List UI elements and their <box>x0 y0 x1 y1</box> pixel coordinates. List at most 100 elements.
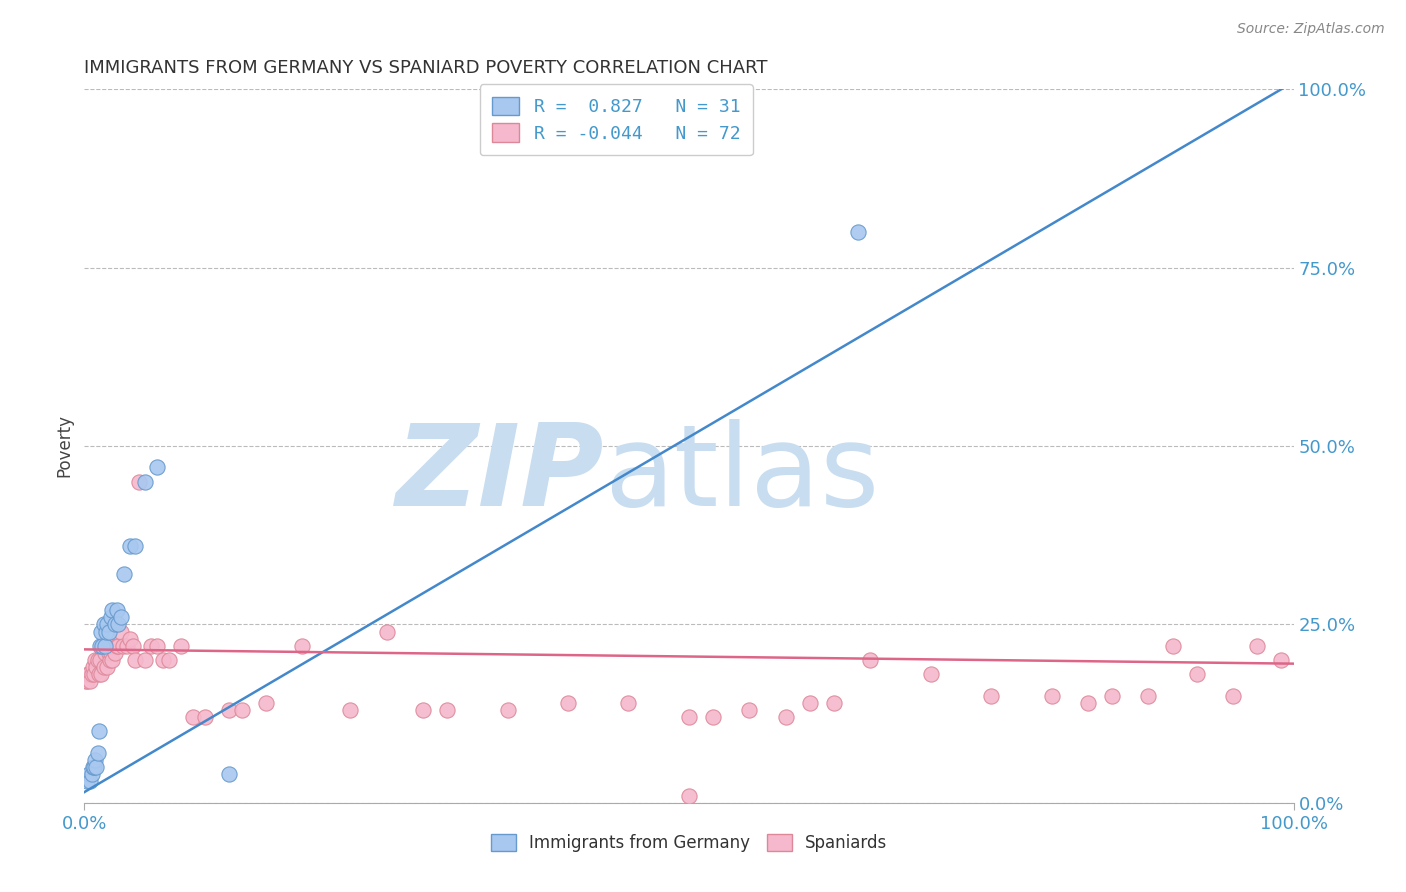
Point <box>496 703 519 717</box>
Point <box>291 639 314 653</box>
Point <box>557 696 579 710</box>
Point <box>86 660 108 674</box>
Point <box>1270 653 1292 667</box>
Point <box>105 639 128 653</box>
Point <box>920 667 942 681</box>
Point <box>79 774 101 789</box>
Point <box>124 653 146 667</box>
Point <box>77 667 100 681</box>
Point <box>107 639 129 653</box>
Point <box>93 660 115 674</box>
Point <box>231 703 253 717</box>
Point <box>112 639 135 653</box>
Point <box>775 710 797 724</box>
Point <box>128 475 150 489</box>
Point <box>104 617 127 632</box>
Point <box>97 646 120 660</box>
Point <box>152 653 174 667</box>
Point <box>94 624 117 639</box>
Point <box>93 617 115 632</box>
Point <box>254 696 277 710</box>
Point <box>170 639 193 653</box>
Point <box>77 667 100 681</box>
Point <box>980 689 1002 703</box>
Point <box>375 624 398 639</box>
Point <box>76 774 98 789</box>
Point <box>134 653 156 667</box>
Point <box>738 703 761 717</box>
Point <box>84 653 107 667</box>
Point <box>110 624 132 639</box>
Point <box>79 674 101 689</box>
Point <box>94 646 117 660</box>
Point <box>107 617 129 632</box>
Point <box>617 696 640 710</box>
Point <box>84 753 107 767</box>
Point <box>100 610 122 624</box>
Point <box>86 653 108 667</box>
Point <box>86 760 108 774</box>
Point <box>1185 667 1208 681</box>
Point <box>90 624 112 639</box>
Point <box>846 225 869 239</box>
Point <box>89 639 111 653</box>
Text: Source: ZipAtlas.com: Source: ZipAtlas.com <box>1237 22 1385 37</box>
Point <box>94 639 117 653</box>
Point <box>1077 696 1099 710</box>
Text: ZIP: ZIP <box>396 419 605 530</box>
Text: IMMIGRANTS FROM GERMANY VS SPANIARD POVERTY CORRELATION CHART: IMMIGRANTS FROM GERMANY VS SPANIARD POVE… <box>84 59 768 77</box>
Point <box>218 767 240 781</box>
Point <box>121 639 143 653</box>
Point <box>96 660 118 674</box>
Point <box>101 603 124 617</box>
Point <box>1222 689 1244 703</box>
Point <box>339 703 361 717</box>
Point <box>436 703 458 717</box>
Point <box>87 724 110 739</box>
Point <box>76 674 98 689</box>
Point <box>97 624 120 639</box>
Point <box>96 617 118 632</box>
Point <box>1040 689 1063 703</box>
Point <box>181 710 204 724</box>
Point <box>218 703 240 717</box>
Point <box>75 674 97 689</box>
Point <box>87 667 110 681</box>
Point <box>1246 639 1268 653</box>
Point <box>89 653 111 667</box>
Point <box>82 760 104 774</box>
Point <box>146 460 169 475</box>
Point <box>98 653 121 667</box>
Point <box>80 767 103 781</box>
Point <box>124 539 146 553</box>
Point <box>101 653 124 667</box>
Point <box>157 653 180 667</box>
Text: atlas: atlas <box>605 419 880 530</box>
Point <box>77 767 100 781</box>
Point <box>112 567 135 582</box>
Point <box>91 639 114 653</box>
Point <box>110 610 132 624</box>
Point <box>146 639 169 653</box>
Point <box>91 639 114 653</box>
Point <box>120 632 142 646</box>
Point <box>83 667 105 681</box>
Point <box>94 639 117 653</box>
Point <box>90 667 112 681</box>
Point <box>823 696 845 710</box>
Point <box>80 667 103 681</box>
Point <box>799 696 821 710</box>
Point <box>859 653 882 667</box>
Point <box>120 539 142 553</box>
Point <box>83 760 105 774</box>
Point <box>139 639 162 653</box>
Point <box>103 639 125 653</box>
Point <box>1161 639 1184 653</box>
Y-axis label: Poverty: Poverty <box>55 415 73 477</box>
Legend: Immigrants from Germany, Spaniards: Immigrants from Germany, Spaniards <box>484 827 894 859</box>
Point <box>82 660 104 674</box>
Point <box>412 703 434 717</box>
Point <box>678 710 700 724</box>
Point <box>702 710 724 724</box>
Point <box>134 475 156 489</box>
